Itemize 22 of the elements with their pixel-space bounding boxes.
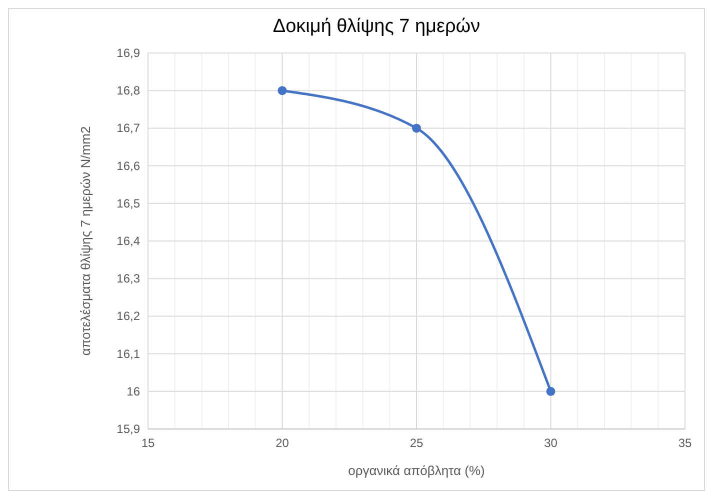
y-tick-label: 16,6	[116, 158, 140, 173]
x-tick-label: 15	[141, 436, 155, 450]
x-tick-label: 30	[544, 436, 558, 450]
y-tick-label: 16,3	[116, 272, 140, 286]
y-tick-label: 16,9	[116, 46, 140, 60]
y-tick-label: 16	[126, 384, 140, 398]
point	[278, 86, 287, 96]
y-tick-label: 16,5	[116, 196, 140, 210]
y-tick-label: 16,4	[116, 234, 140, 248]
x-axis-title: οργανικά απόβλητα (%)	[348, 463, 485, 478]
y-tick-label: 16,8	[116, 84, 140, 98]
x-tick-label: 20	[276, 436, 290, 450]
y-tick-label: 16,1	[116, 346, 140, 361]
y-tick-label: 16,7	[116, 121, 140, 136]
y-tick-label: 15,9	[116, 422, 140, 436]
chart-title: Δοκιμή θλίψης 7 ημερών	[272, 16, 480, 37]
point	[412, 124, 421, 133]
x-tick-label: 25	[410, 436, 424, 450]
y-tick-label: 16,2	[116, 309, 140, 324]
x-tick-label: 35	[678, 436, 692, 450]
y-axis-title: αποτελέσματα θλίψης 7 ημερών N/mm2	[78, 126, 93, 356]
point	[546, 386, 556, 396]
